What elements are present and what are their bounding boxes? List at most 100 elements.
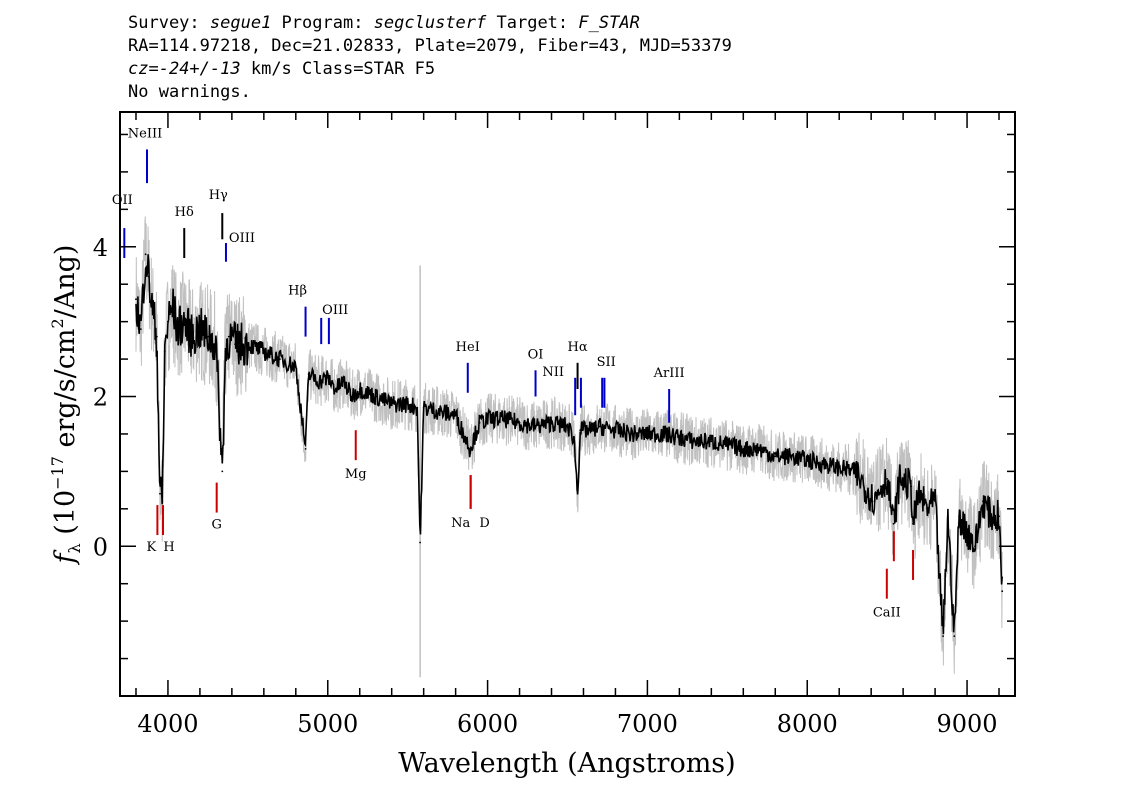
flux-point bbox=[518, 421, 521, 424]
flux-point bbox=[191, 335, 193, 338]
plot-frame bbox=[119, 111, 1016, 697]
flux-point bbox=[478, 421, 481, 424]
flux-point bbox=[879, 485, 882, 488]
flux-point bbox=[171, 305, 174, 308]
svg-text:fλ (10−17 erg/s/cm2/Ang): fλ (10−17 erg/s/cm2/Ang) bbox=[48, 245, 84, 566]
flux-point bbox=[406, 403, 409, 405]
flux-point bbox=[758, 448, 761, 450]
target-value: F_STAR bbox=[578, 13, 640, 33]
flux-point bbox=[990, 515, 992, 518]
series-layer bbox=[135, 253, 1004, 637]
header-line-4: No warnings. bbox=[128, 82, 251, 102]
line-marker-label: Hβ bbox=[288, 284, 307, 299]
flux-point bbox=[947, 515, 949, 518]
line-marker-label: HeI bbox=[456, 340, 480, 355]
flux-series-line bbox=[135, 254, 1003, 635]
x-tick-label: 7000 bbox=[617, 710, 678, 738]
flux-point bbox=[576, 492, 579, 495]
line-marker-label: OIII bbox=[322, 303, 348, 318]
flux-point bbox=[678, 436, 681, 439]
flux-point bbox=[806, 459, 809, 462]
flux-point bbox=[958, 515, 960, 518]
flux-point bbox=[151, 305, 153, 308]
flux-point bbox=[438, 410, 441, 413]
axis-ticks: 4000 5000 6000 7000 8000 9000 0 2 4 bbox=[93, 112, 1015, 738]
flux-point bbox=[662, 433, 665, 435]
flux-point bbox=[710, 440, 713, 443]
flux-point bbox=[422, 406, 425, 409]
flux-point bbox=[215, 343, 217, 345]
flux-point bbox=[573, 436, 575, 439]
flux-point bbox=[262, 350, 265, 353]
line-marker-label: OI bbox=[528, 347, 544, 362]
flux-point bbox=[926, 507, 928, 510]
line-marker-label: Mg bbox=[345, 467, 367, 482]
flux-point bbox=[726, 444, 729, 447]
x-tick-label: 6000 bbox=[457, 710, 518, 738]
line-marker-label: SII bbox=[597, 355, 616, 370]
flux-point bbox=[953, 635, 956, 637]
target-label: Target: bbox=[486, 13, 579, 33]
flux-point bbox=[598, 425, 601, 428]
flux-point bbox=[350, 395, 353, 398]
flux-point bbox=[221, 470, 224, 473]
x-tick-label: 8000 bbox=[777, 710, 838, 738]
line-marker-label: H bbox=[163, 540, 174, 555]
line-marker-label: CaII bbox=[873, 606, 901, 621]
flux-point bbox=[646, 433, 649, 435]
flux-point bbox=[419, 541, 421, 544]
flux-point bbox=[183, 320, 185, 323]
line-marker-label: NII bbox=[542, 365, 564, 380]
line-marker-label: NeIII bbox=[128, 126, 162, 141]
flux-point bbox=[873, 500, 876, 503]
flux-point bbox=[886, 478, 888, 480]
flux-point bbox=[966, 530, 968, 533]
cz-value: -24+/-13 bbox=[158, 59, 241, 79]
flux-point bbox=[486, 418, 489, 420]
flux-point bbox=[163, 350, 166, 353]
line-marker-label: ArIII bbox=[653, 366, 685, 381]
flux-point bbox=[742, 448, 745, 450]
flux-point bbox=[694, 440, 697, 443]
line-marker-label: G bbox=[211, 518, 221, 533]
flux-point bbox=[838, 466, 841, 469]
flux-point bbox=[566, 425, 569, 428]
flux-point bbox=[912, 522, 914, 525]
line-marker-label: Hδ bbox=[175, 205, 194, 220]
flux-point bbox=[982, 500, 984, 503]
flux-point bbox=[918, 492, 920, 495]
flux-point bbox=[942, 635, 944, 637]
flux-point bbox=[199, 328, 201, 330]
line-marker-label: D bbox=[479, 516, 489, 531]
flux-point bbox=[892, 522, 895, 525]
y-tick-label: 2 bbox=[93, 384, 108, 412]
flux-point bbox=[278, 358, 281, 360]
line-marker-label: OII bbox=[112, 193, 133, 208]
y-tick-label: 4 bbox=[93, 234, 108, 262]
flux-point bbox=[227, 335, 230, 338]
flux-point bbox=[998, 515, 1000, 518]
flux-point bbox=[899, 478, 901, 480]
line-marker-label: Hγ bbox=[209, 188, 228, 203]
line-marker-label: OIII bbox=[229, 231, 255, 246]
flux-point bbox=[161, 500, 164, 503]
flux-point bbox=[469, 448, 471, 450]
flux-point bbox=[534, 425, 537, 428]
flux-point bbox=[207, 335, 209, 338]
flux-point bbox=[774, 455, 777, 458]
flux-point bbox=[454, 414, 457, 417]
flux-point bbox=[159, 492, 161, 495]
flux-point bbox=[176, 328, 179, 330]
x-axis-title: Wavelength (Angstroms) bbox=[398, 748, 735, 779]
flux-point bbox=[590, 429, 593, 432]
y-axis-title: fλ (10−17 erg/s/cm2/Ang) bbox=[48, 245, 84, 566]
survey-value: segue1 bbox=[209, 13, 272, 33]
flux-point bbox=[247, 343, 249, 345]
x-tick-label: 4000 bbox=[137, 710, 198, 738]
flux-point bbox=[374, 395, 377, 398]
flux-point bbox=[294, 365, 297, 368]
flux-point bbox=[144, 253, 147, 256]
y-tick-label: 0 bbox=[93, 533, 108, 561]
flux-point bbox=[139, 328, 142, 330]
flux-point bbox=[390, 403, 393, 405]
